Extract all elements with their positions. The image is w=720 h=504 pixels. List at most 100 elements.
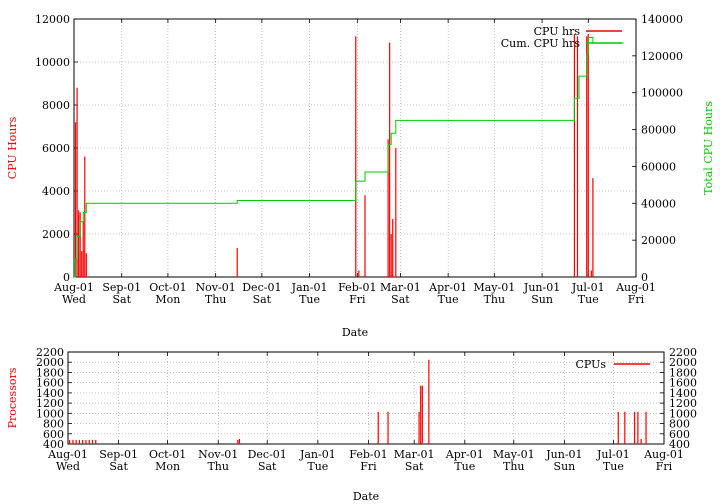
y-tick-label: 2000: [36, 356, 64, 369]
x-tick-day-label: Thu: [207, 460, 229, 473]
x-tick-label: Nov-01: [196, 281, 236, 294]
x-tick-label: May-01: [473, 281, 515, 294]
y-tick-label: 1800: [36, 366, 64, 379]
x-tick-label: Apr-01: [428, 281, 467, 294]
legend-label: CPU hrs: [534, 25, 581, 38]
x-tick-label: Jan-01: [299, 448, 336, 461]
x-tick-label: Sep-01: [102, 281, 141, 294]
x-tick-day-label: Tue: [438, 293, 459, 306]
y-axis-label: CPU Hours: [6, 116, 19, 179]
y2-tick-label: 1800: [669, 366, 697, 379]
x-tick-day-label: Sat: [109, 460, 128, 473]
x-tick-label: Jun-01: [523, 281, 560, 294]
y2-tick-label: 2200: [669, 346, 697, 359]
y2-tick-label: 60000: [641, 160, 676, 173]
y2-tick-label: 0: [641, 271, 648, 284]
processors-chart: Aug-01WedSep-01SatOct-01MonNov-01ThuDec-…: [6, 346, 697, 503]
x-axis-label: Date: [353, 490, 379, 503]
y-tick-label: 1600: [36, 377, 64, 390]
y-tick-label: 2000: [42, 228, 70, 241]
y-tick-label: 800: [43, 418, 64, 431]
y2-tick-label: 2000: [669, 356, 697, 369]
x-tick-day-label: Tue: [578, 293, 599, 306]
y-tick-label: 4000: [42, 185, 70, 198]
plot-frame: [67, 351, 665, 445]
x-tick-day-label: Tue: [603, 460, 624, 473]
y-tick-label: 1000: [36, 407, 64, 420]
y2-tick-label: 600: [669, 428, 690, 441]
legend-label: Cum. CPU hrs: [501, 37, 581, 50]
x-tick-label: May-01: [493, 448, 535, 461]
x-tick-day-label: Sat: [405, 460, 424, 473]
x-tick-day-label: Sat: [253, 293, 272, 306]
x-tick-label: Aug-01: [53, 281, 94, 294]
x-tick-day-label: Sun: [531, 293, 553, 306]
x-tick-day-label: Thu: [205, 293, 227, 306]
y-axis-label: Processors: [6, 367, 19, 428]
x-tick-label: Aug-01: [615, 281, 656, 294]
x-tick-day-label: Fri: [349, 293, 366, 306]
y-tick-label: 400: [43, 438, 64, 451]
y2-tick-label: 20000: [641, 234, 676, 247]
y-tick-label: 10000: [35, 56, 70, 69]
y-tick-label: 0: [63, 271, 70, 284]
x-tick-label: Oct-01: [149, 281, 186, 294]
y-tick-label: 600: [43, 428, 64, 441]
x-tick-day-label: Mon: [155, 460, 180, 473]
x-tick-day-label: Tue: [454, 460, 475, 473]
x-tick-day-label: Mon: [155, 293, 180, 306]
y2-tick-label: 80000: [641, 124, 676, 137]
y2-tick-label: 40000: [641, 197, 676, 210]
x-tick-label: Jun-01: [545, 448, 582, 461]
x-tick-label: Dec-01: [248, 448, 287, 461]
y-tick-label: 1400: [36, 387, 64, 400]
y2-tick-label: 1000: [669, 407, 697, 420]
y2-tick-label: 800: [669, 418, 690, 431]
y2-tick-label: 100000: [641, 87, 683, 100]
x-tick-label: Jul-01: [596, 448, 630, 461]
x-tick-label: Aug-01: [47, 448, 88, 461]
x-tick-label: Mar-01: [380, 281, 421, 294]
x-tick-label: Aug-01: [643, 448, 684, 461]
y-tick-label: 12000: [35, 13, 70, 26]
x-tick-day-label: Thu: [484, 293, 506, 306]
x-tick-day-label: Sat: [112, 293, 131, 306]
x-tick-label: Jul-01: [571, 281, 605, 294]
y-tick-label: 6000: [42, 142, 70, 155]
legend-label: CPUs: [575, 358, 606, 371]
y-tick-label: 8000: [42, 99, 70, 112]
y2-tick-label: 1400: [669, 387, 697, 400]
y-tick-label: 1200: [36, 397, 64, 410]
x-tick-day-label: Tue: [307, 460, 328, 473]
x-axis-label: Date: [342, 326, 368, 339]
x-tick-day-label: Fri: [628, 293, 645, 306]
x-tick-label: Apr-01: [445, 448, 484, 461]
x-tick-label: Jan-01: [291, 281, 328, 294]
y-tick-label: 2200: [36, 346, 64, 359]
x-tick-label: Nov-01: [198, 448, 238, 461]
x-tick-day-label: Tue: [299, 293, 320, 306]
x-tick-label: Feb-01: [349, 448, 387, 461]
x-tick-label: Oct-01: [149, 448, 186, 461]
y2-tick-label: 140000: [641, 13, 683, 26]
x-tick-day-label: Sun: [554, 460, 576, 473]
x-tick-day-label: Wed: [62, 293, 86, 306]
x-tick-day-label: Wed: [56, 460, 80, 473]
x-tick-day-label: Fri: [360, 460, 377, 473]
cumulative-step-line: [74, 36, 624, 278]
y2-tick-label: 120000: [641, 50, 683, 63]
x-tick-day-label: Fri: [656, 460, 673, 473]
x-tick-label: Dec-01: [242, 281, 281, 294]
cpu-hours-chart: Aug-01WedSep-01SatOct-01MonNov-01ThuDec-…: [6, 13, 715, 339]
y2-tick-label: 1600: [669, 377, 697, 390]
x-tick-label: Sep-01: [99, 448, 138, 461]
x-tick-label: Mar-01: [394, 448, 435, 461]
plot-frame: [73, 18, 637, 278]
x-tick-label: Feb-01: [338, 281, 376, 294]
x-tick-day-label: Sat: [391, 293, 410, 306]
y2-tick-label: 1200: [669, 397, 697, 410]
y2-tick-label: 400: [669, 438, 690, 451]
y2-axis-label: Total CPU Hours: [702, 101, 715, 195]
x-tick-day-label: Thu: [503, 460, 525, 473]
